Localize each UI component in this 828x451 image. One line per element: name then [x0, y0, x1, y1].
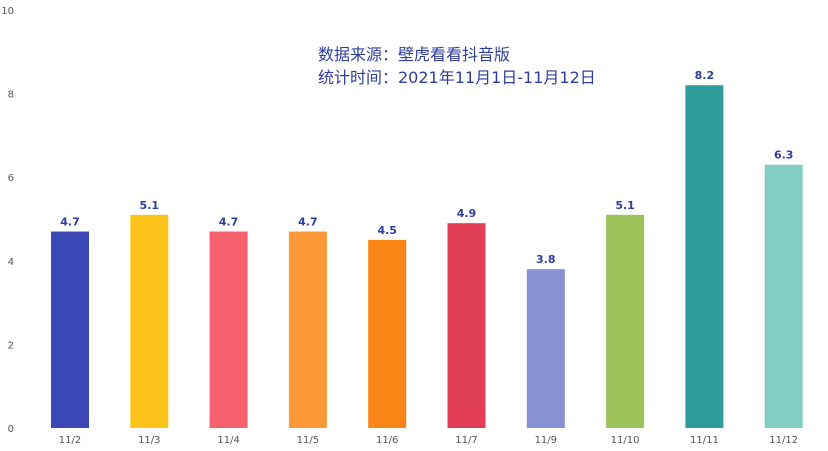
y-tick-label: 10	[1, 6, 14, 17]
data-label: 6.3	[774, 149, 794, 162]
x-tick-label: 11/11	[690, 435, 719, 446]
bar-11-6	[368, 239, 407, 428]
data-label: 3.8	[536, 253, 556, 266]
bar-11-11	[685, 85, 724, 429]
x-tick-label: 11/5	[297, 435, 319, 446]
data-label: 4.7	[219, 216, 239, 229]
time-range-annotation: 统计时间：2021年11月1日-11月12日	[318, 68, 596, 87]
x-tick-label: 11/2	[59, 435, 81, 446]
x-tick-label: 11/7	[455, 435, 477, 446]
bar-11-3	[130, 214, 169, 428]
data-label: 4.5	[377, 224, 397, 237]
bar-11-4	[209, 231, 248, 428]
bar-11-10	[606, 214, 645, 428]
y-axis: 0 2 4 6 8 10	[1, 6, 14, 435]
bar-11-9	[526, 269, 565, 428]
x-tick-label: 11/10	[611, 435, 640, 446]
x-axis: 11/2 11/3 11/4 11/5 11/6 11/7 11/9 11/10 11/11 11…	[59, 435, 798, 446]
x-tick-label: 11/4	[217, 435, 239, 446]
data-label: 4.7	[60, 216, 80, 229]
data-label: 4.7	[298, 216, 318, 229]
bar-11-12	[764, 164, 803, 428]
data-label: 5.1	[140, 199, 160, 212]
x-tick-label: 11/3	[138, 435, 160, 446]
data-labels: 4.7 5.1 4.7 4.7 4.5 4.9 3.8 5.1 8.2 6.3	[60, 69, 793, 266]
y-tick-label: 4	[8, 257, 14, 268]
data-label: 4.9	[457, 207, 477, 220]
x-tick-label: 11/6	[376, 435, 398, 446]
y-tick-label: 0	[8, 424, 14, 435]
data-label: 8.2	[695, 69, 715, 82]
data-source-annotation: 数据来源：壁虎看看抖音版	[318, 45, 511, 64]
y-tick-label: 8	[8, 90, 14, 101]
bar-11-2	[51, 231, 89, 428]
x-tick-label: 11/9	[535, 435, 557, 446]
data-label: 5.1	[615, 199, 635, 212]
y-tick-label: 2	[8, 340, 14, 351]
bar-11-5	[288, 231, 327, 428]
x-tick-label: 11/12	[769, 435, 798, 446]
bars	[51, 85, 803, 429]
bar-11-7	[447, 223, 486, 428]
y-tick-label: 6	[8, 173, 14, 184]
